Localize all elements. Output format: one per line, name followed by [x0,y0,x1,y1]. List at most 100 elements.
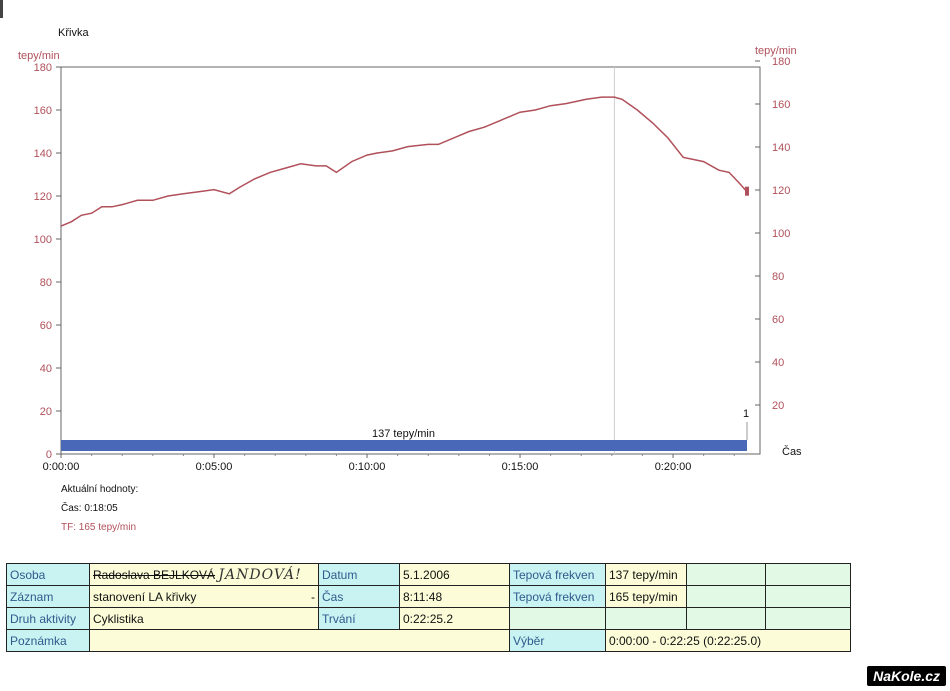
heart-rate-point [585,98,587,100]
heart-rate-point [213,188,215,191]
heart-rate-point [70,221,72,223]
heart-rate-point [136,199,139,201]
record-info-table: Osoba Radoslava BEJLKOVÁ JANDOVÁ! Datum … [6,563,851,652]
left-tick-label: 60 [40,320,52,332]
right-tick-label: 180 [772,56,790,68]
heart-rate-point [198,191,200,193]
heart-rate-point [718,169,720,171]
x-tick-label: 0:00:00 [43,461,80,473]
selection-bar [61,440,747,451]
heart-rate-point [60,225,62,227]
left-tick-label: 180 [34,62,52,74]
current-time-readout: Čas: 0:18:05 [61,503,118,514]
end-point-marker [745,186,749,196]
average-bar-label: 137 tepy/min [372,428,435,440]
tf1-label: Tepová frekven [509,563,606,586]
heart-rate-point [667,137,669,139]
right-axis-unit: tepy/min [755,45,797,57]
zaznam-value: stanovení LA křivky - [89,585,319,608]
druh-label: Druh aktivity [6,607,90,630]
heart-rate-point [728,171,730,173]
heart-rate-point [376,152,378,154]
osoba-name: Radoslava BEJLKOVÁ [93,567,216,582]
x-tick-label: 0:20:00 [655,461,692,473]
zaznam-text: stanovení LA křivky [93,589,197,604]
empty-cell [765,607,851,630]
heart-rate-point [613,96,615,98]
vyber-value: 0:00:00 - 0:22:25 (0:22:25.0) [605,629,851,652]
heart-rate-point [91,212,93,214]
heart-rate-point [269,171,271,173]
tf1-value: 137 tepy/min [605,563,687,586]
cas-label: Čas [318,585,400,608]
osoba-label: Osoba [6,563,90,586]
druh-value: Cyklistika [89,607,319,630]
poznamka-value [89,629,510,652]
heart-rate-point [437,143,440,145]
left-tick-label: 160 [34,105,52,117]
current-values-heading: Aktuální hodnoty: [61,484,139,495]
heart-rate-point [621,98,623,100]
zaznam-label: Záznam [6,585,90,608]
empty-cell [686,585,766,608]
heart-rate-point [80,214,83,216]
current-hr-readout: TF: 165 tepy/min [61,522,137,533]
heart-rate-point [427,143,429,145]
left-tick-label: 0 [46,449,52,461]
left-axis-unit: tepy/min [18,50,60,62]
datum-value: 5.1.2006 [399,563,510,586]
left-tick-label: 40 [40,363,52,375]
empty-cell [765,563,851,586]
heart-rate-point [101,206,103,208]
plot-frame [60,66,761,455]
heart-rate-point [167,195,169,197]
heart-rate-point [682,156,684,158]
heart-rate-point [652,122,654,124]
heart-rate-point [458,135,460,137]
chart-title: Křivka [58,27,89,39]
heart-rate-point [351,161,353,163]
heart-rate-point [152,199,154,201]
trvani-value: 0:22:25.2 [399,607,510,630]
heart-rate-point [111,206,113,208]
heart-rate-point [284,167,287,169]
x-tick-label: 0:10:00 [349,461,386,473]
heart-rate-point [499,120,501,122]
datum-label: Datum [318,563,400,586]
right-tick-label: 160 [772,99,790,111]
trvani-label: Trvání [318,607,400,630]
table-row: Osoba Radoslava BEJLKOVÁ JANDOVÁ! Datum … [6,563,851,586]
x-axis-unit: Čas [782,446,802,458]
table-row: Záznam stanovení LA křivky - Čas 8:11:48… [6,585,851,608]
heart-rate-point [391,150,394,152]
empty-cell [509,607,606,630]
heart-rate-point [703,161,705,163]
left-tick-label: 20 [40,406,52,418]
right-tick-label: 120 [772,185,790,197]
heart-rate-point [121,204,123,206]
heart-rate-point [300,163,302,165]
heart-rate-point [636,109,638,111]
right-tick-label: 140 [772,142,790,154]
left-tick-label: 80 [40,277,52,289]
heart-rate-point [325,165,327,167]
right-tick-label: 80 [772,271,784,283]
right-tick-label: 100 [772,228,790,240]
x-tick-label: 0:05:00 [196,461,233,473]
zaznam-suffix: - [311,589,315,604]
right-tick-label: 40 [772,357,784,369]
left-tick-label: 120 [34,191,52,203]
heart-rate-point [407,145,409,148]
empty-cell [686,563,766,586]
x-tick-label: 0:15:00 [502,461,539,473]
left-tick-label: 140 [34,148,52,160]
heart-rate-point [366,154,368,156]
poznamka-label: Poznámka [6,629,90,652]
empty-cell [686,607,766,630]
vyber-label: Výběr [509,629,606,652]
right-tick-label: 60 [772,314,784,326]
heart-rate-point [601,96,603,98]
heart-rate-point [738,182,740,184]
heart-rate-point [483,126,485,128]
table-row: Druh aktivity Cyklistika Trvání 0:22:25.… [6,607,851,630]
